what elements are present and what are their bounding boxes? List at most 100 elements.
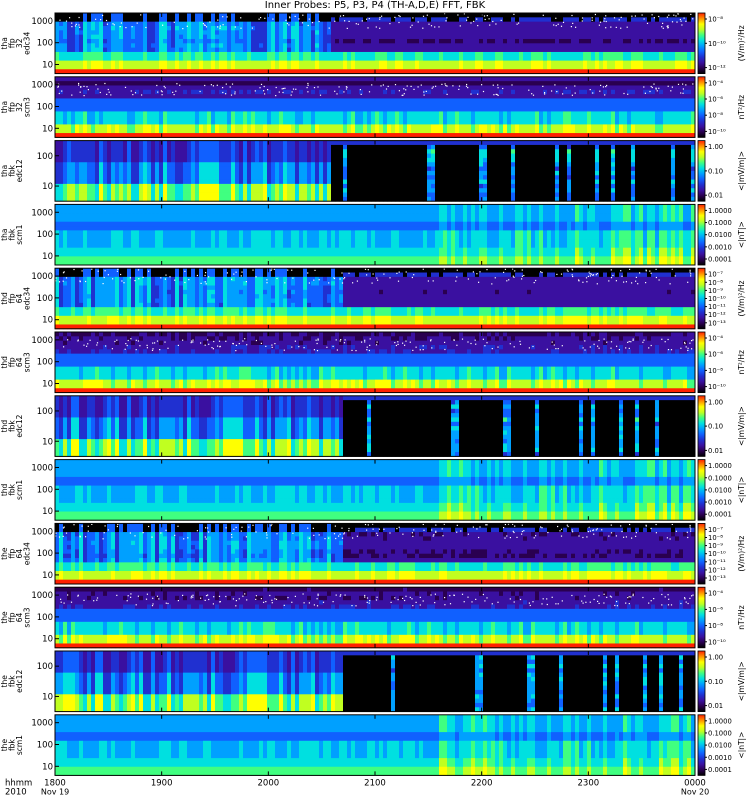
colorbar-tick-label: 10⁻⁶ — [708, 96, 723, 104]
x-tick-date-label: Nov 20 — [681, 787, 709, 796]
y-tick-label: 100 — [37, 740, 53, 750]
y-tick-label: 10 — [42, 437, 53, 447]
y-tick-label: 1000 — [31, 719, 53, 729]
colorbar-tick-label: 10⁻⁸ — [708, 622, 723, 630]
spectrogram-panel-9: 101001000theffp64edc3410⁻⁷10⁻⁸10⁻⁹10⁻¹⁰1… — [0, 523, 746, 584]
colorbar-tick-label: 10⁻⁶ — [708, 606, 723, 614]
x-tick-label: 1900 — [151, 778, 173, 788]
colorbar-tick-label: 0.0010 — [708, 754, 732, 762]
colorbar-tick-label: 1.00 — [708, 654, 723, 662]
colorbar-tick-label: 10⁻¹⁰ — [708, 383, 726, 391]
y-tick-label: 10 — [42, 635, 53, 645]
spectrogram-panel-12: 101001000thefbkscm11.00000.10000.01000.0… — [0, 715, 746, 776]
colorbar-tick-label: 0.0010 — [708, 499, 732, 507]
y-axis-label: scm3 — [23, 97, 32, 117]
colorbar-tick-label: 0.0001 — [708, 256, 732, 264]
colorbar-tick-label: 10⁻¹¹ — [708, 558, 726, 566]
y-tick-label: 100 — [37, 613, 53, 623]
y-tick-label: 10 — [42, 252, 53, 262]
colorbar — [698, 77, 705, 138]
y-tick-label: 1000 — [31, 463, 53, 473]
colorbar-tick-label: 10⁻¹³ — [708, 319, 726, 327]
colorbar-tick-label: 0.01 — [708, 447, 723, 455]
colorbar-tick-label: 10⁻⁸ — [708, 367, 723, 375]
x-tick-label: 2000 — [258, 778, 280, 788]
y-tick-label: 100 — [37, 230, 53, 240]
colorbar-tick-label: 0.0001 — [708, 511, 732, 519]
colorbar-tick-label: 10⁻¹¹ — [708, 303, 726, 311]
x-tick-label: 2100 — [364, 778, 386, 788]
colorbar-tick-label: 10⁻¹² — [708, 566, 726, 574]
y-tick-label: 100 — [37, 358, 53, 368]
y-tick-label: 10 — [42, 182, 53, 192]
colorbar-unit-label: <|mV/m|> — [737, 406, 746, 446]
colorbar-tick-label: 10⁻¹² — [708, 311, 726, 319]
spectrogram-panel-1: 101001000thaffp32edc3410⁻⁸10⁻¹⁰10⁻¹²(V/m… — [0, 13, 746, 74]
colorbar-unit-label: (V/m)²/Hz — [737, 280, 746, 316]
x-axis-year-label: 2010 — [5, 787, 27, 797]
colorbar-tick-label: 0.01 — [708, 192, 723, 200]
y-tick-label: 100 — [37, 662, 53, 672]
spectrogram-panel-4: 101001000thafbkscm11.00000.10000.01000.0… — [0, 204, 746, 265]
y-axis-label: scm1 — [15, 224, 24, 244]
spectrogram-panel-8: 101001000thdfbkscm11.00000.10000.01000.0… — [0, 460, 746, 521]
y-axis-label: edc12 — [15, 670, 24, 693]
colorbar-tick-label: 0.0100 — [708, 231, 732, 239]
colorbar-unit-label: nT²/Hz — [737, 95, 746, 120]
colorbar-tick-label: 0.1000 — [708, 729, 732, 737]
y-tick-label: 10 — [42, 571, 53, 581]
colorbar-unit-label: <|mV/m|> — [737, 661, 746, 701]
colorbar — [698, 460, 705, 521]
y-tick-label: 1000 — [31, 272, 53, 282]
colorbar-tick-label: 0.0010 — [708, 243, 732, 251]
colorbar-tick-label: 0.1000 — [708, 219, 732, 227]
spectrogram-panel-2: 101001000thaffp32scm310⁻⁴10⁻⁶10⁻⁸10⁻¹⁰nT… — [0, 77, 746, 138]
y-axis-label: edc34 — [23, 32, 32, 55]
y-axis-label: scm3 — [23, 352, 32, 372]
colorbar-tick-label: 0.10 — [708, 678, 723, 686]
y-axis-label: edc12 — [15, 414, 24, 437]
colorbar-tick-label: 10⁻⁸ — [708, 279, 723, 287]
spectrogram-panel-5: 101001000thdffp64edc3410⁻⁷10⁻⁸10⁻⁹10⁻¹⁰1… — [0, 268, 746, 329]
colorbar-tick-label: 10⁻⁴ — [708, 335, 723, 343]
colorbar-tick-label: 10⁻¹⁰ — [708, 638, 726, 646]
colorbar-tick-label: 10⁻⁶ — [708, 351, 723, 359]
colorbar-unit-label: <|nT|> — [737, 732, 746, 759]
y-tick-label: 100 — [37, 152, 53, 162]
colorbar-tick-label: 0.0001 — [708, 766, 732, 774]
spectrogram-panel-10: 101001000theffp64scm310⁻⁴10⁻⁶10⁻⁸10⁻¹⁰nT… — [0, 587, 746, 648]
x-tick-date-label: Nov 19 — [41, 787, 69, 796]
y-tick-label: 100 — [37, 549, 53, 559]
colorbar-tick-label: 10⁻⁴ — [708, 590, 723, 598]
colorbar — [698, 651, 705, 712]
colorbar-tick-label: 10⁻⁷ — [708, 271, 723, 279]
y-tick-label: 10 — [42, 124, 53, 134]
colorbar-tick-label: 10⁻⁸ — [708, 112, 723, 120]
x-tick-label: 2300 — [578, 778, 600, 788]
colorbar-tick-label: 10⁻¹³ — [708, 575, 726, 583]
colorbar-tick-label: 10⁻⁸ — [708, 534, 723, 542]
colorbar-tick-label: 1.00 — [708, 143, 723, 151]
colorbar-unit-label: nT²/Hz — [737, 605, 746, 630]
y-tick-label: 10 — [42, 380, 53, 390]
y-tick-label: 100 — [37, 407, 53, 417]
y-axis-label: scm1 — [15, 480, 24, 500]
colorbar-tick-label: 0.10 — [708, 167, 723, 175]
colorbar-tick-label: 0.0100 — [708, 742, 732, 750]
y-tick-label: 10 — [42, 61, 53, 71]
colorbar-tick-label: 0.1000 — [708, 474, 732, 482]
colorbar — [698, 523, 705, 584]
colorbar-tick-label: 0.0100 — [708, 486, 732, 494]
y-tick-label: 1000 — [31, 591, 53, 601]
y-tick-label: 1000 — [31, 527, 53, 537]
y-tick-label: 10 — [42, 762, 53, 772]
x-tick-label: 2200 — [471, 778, 493, 788]
colorbar-tick-label: 10⁻¹⁰ — [708, 128, 726, 136]
colorbar — [698, 13, 705, 74]
chart-title: Inner Probes: P5, P3, P4 (TH-A,D,E) FFT,… — [0, 0, 750, 12]
colorbar-tick-label: 10⁻⁹ — [708, 542, 723, 550]
